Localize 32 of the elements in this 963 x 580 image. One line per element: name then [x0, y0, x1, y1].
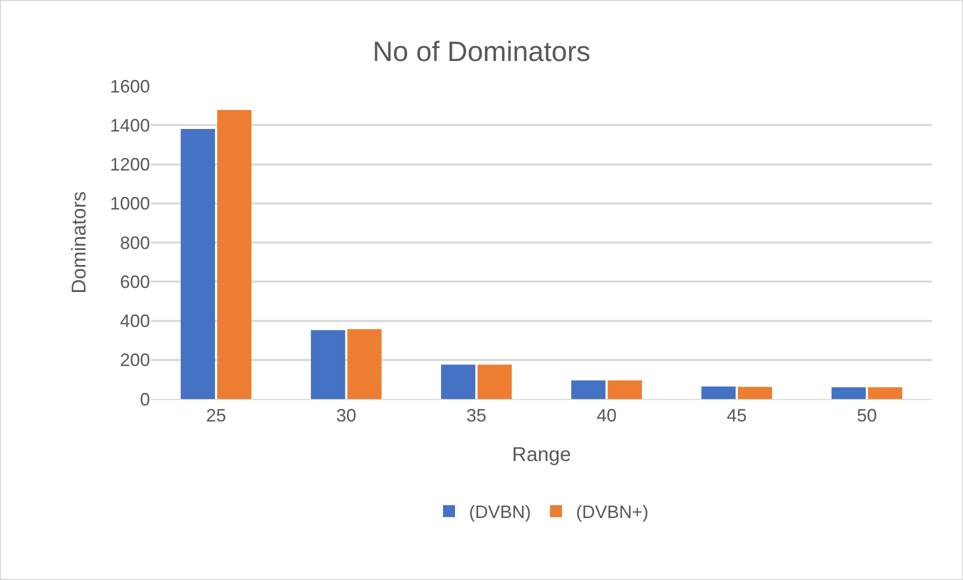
y-tick-label: 1600 [110, 76, 150, 96]
bar [180, 129, 215, 399]
y-tick-label: 800 [120, 232, 150, 253]
y-axis-title: Dominators [68, 191, 90, 294]
x-tick-label: 50 [856, 406, 877, 426]
bar [868, 387, 902, 399]
y-tick-label: 1000 [110, 194, 150, 214]
bar [347, 329, 382, 399]
bar [441, 364, 476, 399]
x-tick-label: 40 [596, 406, 617, 426]
legend-label: (DVBN+) [576, 502, 649, 522]
bar [701, 386, 736, 399]
y-tick-label: 600 [120, 272, 150, 292]
x-axis-title: Range [512, 444, 571, 466]
bar [478, 364, 512, 399]
x-tick-label: 45 [726, 406, 747, 426]
y-tick-label: 0 [140, 389, 150, 410]
y-tick-label: 200 [120, 350, 150, 370]
bar [571, 380, 606, 399]
y-tick-label: 1200 [110, 154, 150, 175]
chart-title: No of Dominators [372, 36, 590, 68]
bar [217, 110, 252, 399]
bar [832, 387, 866, 399]
legend-label: (DVBN) [469, 502, 531, 522]
x-tick-label: 25 [206, 406, 226, 426]
bar [738, 386, 772, 399]
bar [310, 330, 346, 399]
y-tick-label: 400 [120, 311, 150, 332]
bar [608, 380, 642, 399]
y-tick-label: 1400 [110, 115, 150, 136]
x-tick-label: 30 [336, 406, 356, 426]
x-tick-label: 35 [466, 406, 486, 426]
